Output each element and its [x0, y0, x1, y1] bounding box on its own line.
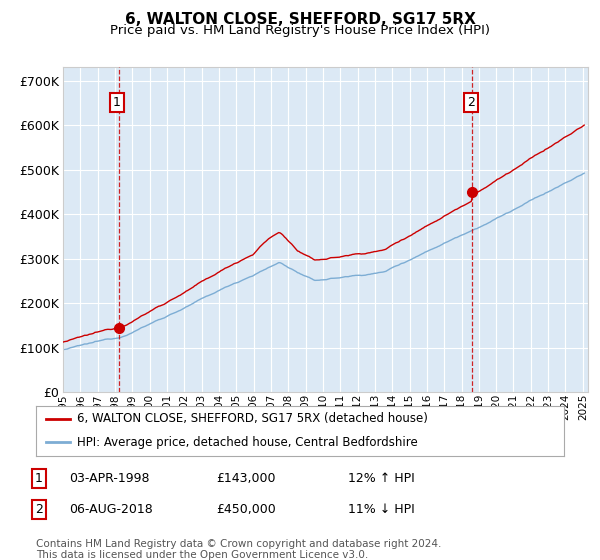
Text: Contains HM Land Registry data © Crown copyright and database right 2024.
This d: Contains HM Land Registry data © Crown c…	[36, 539, 442, 560]
Text: 6, WALTON CLOSE, SHEFFORD, SG17 5RX (detached house): 6, WALTON CLOSE, SHEFFORD, SG17 5RX (det…	[77, 412, 428, 425]
Text: 2: 2	[467, 96, 475, 109]
Text: 6, WALTON CLOSE, SHEFFORD, SG17 5RX: 6, WALTON CLOSE, SHEFFORD, SG17 5RX	[125, 12, 475, 27]
Text: 11% ↓ HPI: 11% ↓ HPI	[348, 503, 415, 516]
Text: HPI: Average price, detached house, Central Bedfordshire: HPI: Average price, detached house, Cent…	[77, 436, 418, 449]
Text: 2: 2	[35, 503, 43, 516]
Text: £143,000: £143,000	[216, 472, 275, 486]
Text: 06-AUG-2018: 06-AUG-2018	[69, 503, 153, 516]
Text: 1: 1	[113, 96, 121, 109]
Text: £450,000: £450,000	[216, 503, 276, 516]
Text: Price paid vs. HM Land Registry's House Price Index (HPI): Price paid vs. HM Land Registry's House …	[110, 24, 490, 36]
Text: 1: 1	[35, 472, 43, 486]
Text: 12% ↑ HPI: 12% ↑ HPI	[348, 472, 415, 486]
Text: 03-APR-1998: 03-APR-1998	[69, 472, 149, 486]
